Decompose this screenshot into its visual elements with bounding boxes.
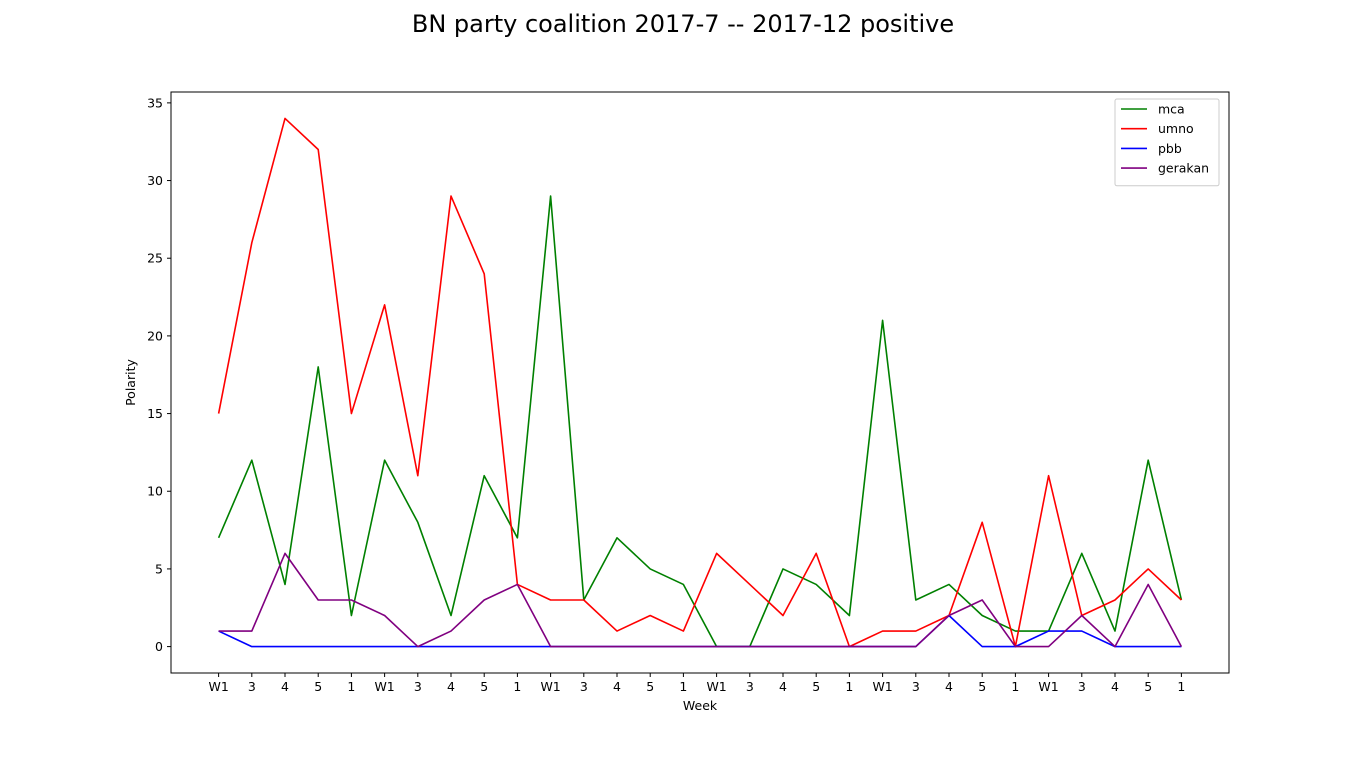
legend: mca umno pbb gerakan [1114,98,1220,187]
x-tick-label: 5 [480,679,488,694]
y-tick-label: 15 [147,406,163,421]
x-tick-label: 4 [945,679,953,694]
y-tick-label: 25 [147,251,163,266]
y-tick-label: 5 [155,561,163,576]
x-tick-label: 3 [912,679,920,694]
x-tick-label: W1 [1038,679,1058,694]
axes [170,91,1230,674]
x-tick-label: 5 [314,679,322,694]
x-tick-label: 3 [746,679,754,694]
x-tick-label: 3 [580,679,588,694]
x-tick-label: 1 [347,679,355,694]
x-tick-label: 3 [248,679,256,694]
x-tick-label: 3 [1078,679,1086,694]
y-axis-ticks: 0 5 10 15 20 25 30 35 [147,95,171,654]
x-tick-label: 4 [281,679,289,694]
x-tick-label: 3 [414,679,422,694]
series-line-gerakan [218,552,1183,648]
y-tick-label: 0 [155,639,163,654]
legend-label-umno: umno [1158,121,1194,136]
x-tick-label: 1 [1011,679,1019,694]
x-tick-label: 4 [779,679,787,694]
x-tick-label: 1 [679,679,687,694]
x-tick-label: 5 [1144,679,1152,694]
chart-title: BN party coalition 2017-7 -- 2017-12 pos… [411,10,955,38]
x-tick-label: 4 [1111,679,1119,694]
x-tick-label: 4 [613,679,621,694]
legend-label-gerakan: gerakan [1158,161,1209,176]
x-tick-label: 5 [646,679,654,694]
x-tick-label: 1 [513,679,521,694]
y-tick-label: 10 [147,484,163,499]
series-lines [217,117,1183,648]
x-tick-label: W1 [706,679,726,694]
y-tick-label: 30 [147,173,163,188]
x-tick-label: W1 [208,679,228,694]
plot-frame [170,91,1230,674]
y-tick-label: 20 [147,328,163,343]
x-tick-label: 4 [447,679,455,694]
x-tick-label: 1 [1177,679,1185,694]
plot-background [171,92,1229,673]
plot-area [171,92,1229,673]
x-tick-label: W1 [540,679,560,694]
y-tick-label: 35 [147,95,163,110]
x-axis-ticks: W1 3 4 5 1 W1 3 4 5 1 W1 3 4 5 1 W1 3 4 5 1 W1 3 4 5 1 W1 3 4 5 1 [208,673,1185,694]
x-tick-label: 5 [978,679,986,694]
legend-box [1114,98,1220,187]
legend-label-mca: mca [1158,102,1185,117]
series-line-mca [217,195,1183,648]
x-axis-label: Week [683,698,718,713]
x-tick-label: W1 [872,679,892,694]
x-tick-label: W1 [374,679,394,694]
x-tick-label: 5 [812,679,820,694]
y-axis-label: Polarity [123,359,138,406]
x-tick-label: 1 [845,679,853,694]
legend-label-pbb: pbb [1158,141,1182,156]
series-line-umno [217,117,1182,648]
